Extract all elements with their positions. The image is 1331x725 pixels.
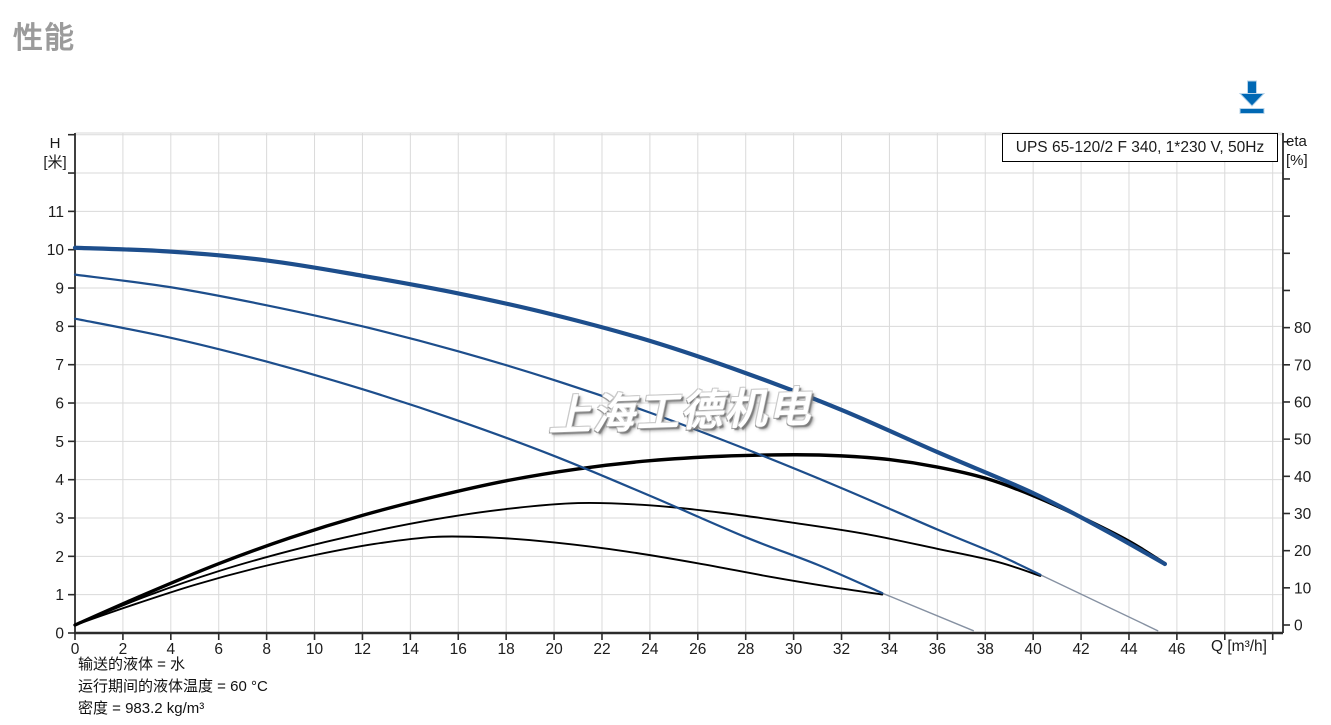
x-tick-label: 4 <box>167 641 176 658</box>
x-tick-label: 0 <box>71 641 80 658</box>
x-tick-label: 20 <box>545 641 563 658</box>
x-tick-label: 44 <box>1120 641 1138 658</box>
y-left-tick-label: 1 <box>55 587 64 604</box>
y-left-axis-name: H <box>49 135 61 152</box>
y-left-tick-label: 11 <box>48 204 64 221</box>
x-tick-label: 28 <box>737 641 754 658</box>
x-tick-label: 40 <box>1025 641 1043 658</box>
curve-efficiency-speed3 <box>73 453 1167 627</box>
legend-pump-model-label: UPS 65-120/2 F 340, 1*230 V, 50Hz <box>1015 138 1265 156</box>
y-left-tick-label: 6 <box>55 396 64 413</box>
curve-head-tail-speed2 <box>1039 574 1159 632</box>
x-tick-label: 38 <box>977 641 994 658</box>
y-right-tick-label: 60 <box>1294 394 1312 411</box>
x-tick-label: 8 <box>262 641 271 658</box>
y-left-tick-label: 9 <box>55 281 64 298</box>
curve-efficiency-speed2 <box>74 501 1042 626</box>
x-axis-unit-label: Q [m³/h] <box>1211 638 1267 655</box>
curve-head-speed3 <box>72 245 1168 567</box>
y-right-tick-label: 30 <box>1294 506 1312 523</box>
x-tick-label: 32 <box>833 641 850 658</box>
x-tick-label: 18 <box>498 641 515 658</box>
page-title: 性能 <box>13 22 75 55</box>
download-button[interactable] <box>1236 78 1268 116</box>
y-right-axis-unit: [%] <box>1286 152 1308 169</box>
y-left-tick-label: 10 <box>47 242 65 259</box>
y-left-tick-label: 4 <box>55 472 64 489</box>
x-tick-label: 46 <box>1168 641 1185 658</box>
x-tick-label: 16 <box>450 641 467 658</box>
y-left-axis-unit: [米] <box>43 154 67 171</box>
footnote-density: 密度 = 983.2 kg/m³ <box>78 700 205 717</box>
y-right-tick-label: 20 <box>1294 543 1312 560</box>
footnote-pumped-liquid: 输送的液体 = 水 <box>78 656 186 673</box>
y-left-axis-title: H [米] <box>34 134 76 172</box>
y-left-tick-label: 5 <box>55 434 64 451</box>
y-right-tick-label: 10 <box>1294 580 1312 597</box>
x-tick-label: 12 <box>354 641 371 658</box>
y-left-tick-label: 2 <box>55 549 64 566</box>
y-right-tick-label: 80 <box>1294 320 1312 337</box>
curve-head-speed1 <box>73 317 884 595</box>
y-right-tick-label: 40 <box>1294 469 1312 486</box>
y-left-tick-label: 0 <box>55 626 64 643</box>
y-left-tick-label: 3 <box>55 511 64 528</box>
chart-footnotes: 输送的液体 = 水 运行期间的液体温度 = 60 °C 密度 = 983.2 k… <box>78 654 268 720</box>
x-tick-label: 6 <box>214 641 223 658</box>
legend-pump-model: UPS 65-120/2 F 340, 1*230 V, 50Hz <box>1002 133 1278 162</box>
x-tick-label: 24 <box>641 641 659 658</box>
x-tick-label: 2 <box>119 641 128 658</box>
y-left-tick-label: 7 <box>55 357 64 374</box>
y-left-tick-label: 8 <box>55 319 64 336</box>
y-right-tick-label: 70 <box>1294 357 1312 374</box>
x-tick-label: 10 <box>306 641 324 658</box>
x-tick-label: 14 <box>402 641 420 658</box>
x-tick-label: 26 <box>689 641 706 658</box>
x-tick-label: 34 <box>881 641 899 658</box>
y-right-tick-label: 0 <box>1294 618 1303 635</box>
curve-head-tail-speed1 <box>881 592 974 632</box>
y-right-axis-title: eta [%] <box>1286 132 1330 170</box>
y-right-axis-name: eta <box>1286 133 1307 150</box>
curve-head-speed2 <box>73 273 1042 576</box>
curve-efficiency-speed1 <box>74 535 884 626</box>
download-icon <box>1238 80 1266 114</box>
y-right-tick-label: 50 <box>1294 432 1312 449</box>
x-tick-label: 22 <box>593 641 610 658</box>
x-tick-label: 30 <box>785 641 803 658</box>
x-tick-label: 42 <box>1072 641 1089 658</box>
footnote-liquid-temperature: 运行期间的液体温度 = 60 °C <box>78 678 268 695</box>
x-tick-label: 36 <box>929 641 946 658</box>
